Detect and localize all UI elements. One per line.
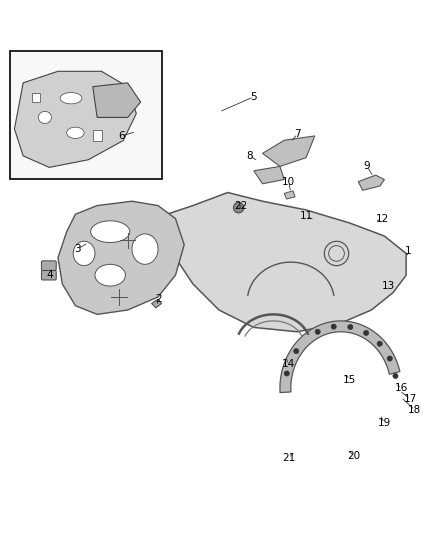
Ellipse shape bbox=[95, 264, 125, 286]
Text: 2: 2 bbox=[155, 294, 161, 304]
Polygon shape bbox=[254, 166, 284, 184]
Ellipse shape bbox=[91, 221, 130, 243]
Text: 7: 7 bbox=[294, 129, 300, 139]
Circle shape bbox=[284, 371, 290, 376]
Text: 1: 1 bbox=[405, 246, 412, 256]
Text: 22: 22 bbox=[234, 200, 247, 211]
Text: 10: 10 bbox=[282, 176, 295, 187]
Text: 20: 20 bbox=[347, 451, 360, 461]
Circle shape bbox=[348, 325, 353, 329]
Ellipse shape bbox=[67, 127, 84, 139]
Ellipse shape bbox=[73, 241, 95, 265]
Circle shape bbox=[377, 341, 382, 346]
Text: 21: 21 bbox=[282, 453, 295, 463]
Text: 4: 4 bbox=[46, 270, 53, 280]
Circle shape bbox=[393, 374, 398, 378]
Bar bbox=[93, 130, 102, 141]
Text: 14: 14 bbox=[282, 359, 295, 369]
Text: 9: 9 bbox=[364, 161, 370, 172]
Circle shape bbox=[331, 324, 336, 329]
Polygon shape bbox=[152, 299, 162, 308]
Text: 12: 12 bbox=[375, 214, 389, 224]
Circle shape bbox=[364, 330, 369, 335]
Text: 6: 6 bbox=[118, 131, 124, 141]
FancyBboxPatch shape bbox=[42, 270, 56, 280]
Polygon shape bbox=[167, 192, 406, 332]
Text: 11: 11 bbox=[300, 212, 313, 221]
Ellipse shape bbox=[60, 93, 82, 104]
Text: 19: 19 bbox=[378, 418, 391, 428]
Text: 5: 5 bbox=[251, 92, 257, 102]
Circle shape bbox=[387, 356, 392, 361]
Bar bbox=[32, 93, 40, 102]
Ellipse shape bbox=[132, 234, 158, 264]
Circle shape bbox=[293, 349, 299, 354]
Bar bbox=[10, 51, 162, 180]
Polygon shape bbox=[280, 321, 400, 393]
Text: 13: 13 bbox=[382, 281, 396, 291]
Text: 18: 18 bbox=[408, 405, 421, 415]
Text: 15: 15 bbox=[343, 375, 356, 385]
Polygon shape bbox=[262, 136, 315, 166]
FancyBboxPatch shape bbox=[42, 261, 56, 270]
Circle shape bbox=[233, 203, 244, 213]
Ellipse shape bbox=[39, 111, 51, 124]
Polygon shape bbox=[14, 71, 136, 167]
Text: 17: 17 bbox=[404, 394, 417, 404]
Polygon shape bbox=[58, 201, 184, 314]
Text: 3: 3 bbox=[74, 244, 81, 254]
Circle shape bbox=[315, 329, 320, 334]
Text: 16: 16 bbox=[395, 383, 408, 393]
Polygon shape bbox=[93, 83, 141, 117]
Text: 8: 8 bbox=[246, 150, 253, 160]
Polygon shape bbox=[284, 191, 295, 199]
Polygon shape bbox=[358, 175, 385, 190]
